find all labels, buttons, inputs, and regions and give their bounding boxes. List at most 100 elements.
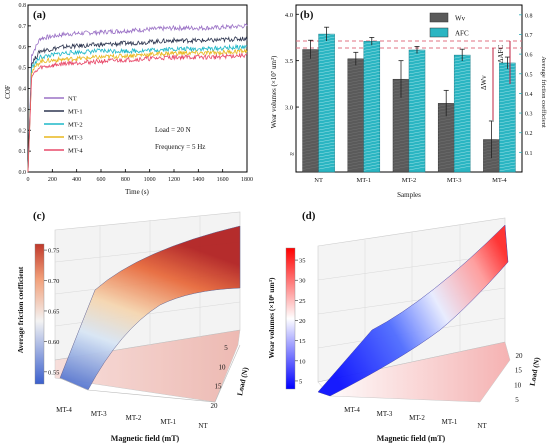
panel-d-ztick-label: 5 [299, 378, 302, 385]
panel-d-xtick-label: MT-3 [377, 410, 393, 418]
panel-a-ytick-label: 0.1 [19, 149, 27, 155]
panel-a-line-chart: (a) Time (s) COF 0 200 400 600 800 1000 1200 14… [4, 3, 253, 196]
panel-b-ylabel: Wear volumes (×10⁷ um³) [270, 55, 278, 128]
panel-c-ztick-label: 0.60 [48, 339, 59, 346]
panel-d-ztick-label: 25 [299, 298, 306, 305]
panel-d-ztick-label: 35 [299, 258, 306, 265]
panel-d-xtick-label: MT-1 [442, 418, 458, 426]
panel-a-series-mt-2 [27, 43, 248, 173]
panel-c-xtick-label: MT-2 [126, 414, 142, 422]
panel-d-xtick-label: MT-4 [344, 406, 360, 414]
panel-b-category-label: MT-3 [447, 177, 462, 184]
panel-a-ytick-label: 0.5 [19, 66, 27, 72]
panel-b-ytick-left-label: 4.0 [285, 12, 293, 19]
panel-d-xtick-label: MT-2 [409, 414, 425, 422]
panel-d-ytick-label: 10 [514, 381, 522, 389]
panel-d-ztick-label: 20 [299, 318, 306, 325]
panel-b-category-label: MT-4 [492, 177, 507, 184]
panel-d-ztick-label: 15 [299, 338, 306, 345]
panel-d-ytick-label: 5 [515, 396, 519, 404]
panel-b-ytick-left-label: 3.0 [285, 105, 293, 112]
panel-b-legend-label: Wv [455, 15, 466, 23]
panel-b-legend-swatch [429, 27, 449, 38]
panel-a-annotation-frequency: Frequency = 5 Hz [155, 143, 205, 151]
panel-c-surface-chart: (c) 0.55 0.60 0.65 0.70 0.75 MT-4 MT-3 MT-2 MT-1… [16, 210, 250, 443]
panel-d-surface [317, 224, 509, 397]
panel-c-ztick-label: 0.75 [48, 248, 59, 255]
panel-b-ytick-right-label: 0.1 [525, 151, 533, 157]
panel-b-ytick-right-label: 0.7 [525, 33, 533, 39]
panel-a-ytick-label: 0.3 [19, 107, 27, 113]
panel-a-ytick-label: 0.7 [19, 24, 27, 30]
panel-c-ytick-label: 20 [211, 402, 219, 410]
panel-a-ytick-label: 0.0 [19, 170, 27, 176]
panel-a-xtick-label: 1600 [217, 177, 229, 183]
panel-b-ytick-right-label: 0.8 [525, 13, 533, 19]
panel-a-xtick-label: 800 [121, 177, 130, 183]
panel-c-ylabel: Load (N) [235, 366, 250, 397]
panel-a-label: (a) [33, 9, 46, 21]
panel-a-xtick-label: 1400 [192, 177, 204, 183]
panel-d-surface-chart: (d) 5 10 15 20 25 30 35 MT-4 MT-3 MT-2 MT-1 NT 5 10 15… [267, 210, 542, 443]
panel-d-label: (d) [302, 210, 316, 222]
panel-d-ytick-label: 20 [516, 352, 524, 360]
panel-c-xtick-label: MT-4 [56, 406, 72, 414]
panel-c-ytick-label: 10 [219, 363, 227, 371]
panel-b-ytick-left-label: 3.5 [285, 58, 293, 65]
panel-a-xtick-label: 1200 [168, 177, 180, 183]
panel-a-xtick-label: 400 [72, 177, 81, 183]
panel-a-xtick-label: 200 [48, 177, 57, 183]
panel-d-xtick-label: NT [477, 422, 487, 430]
panel-c-ztick-label: 0.65 [48, 308, 59, 315]
panel-a-ytick-label: 0.2 [19, 128, 27, 134]
panel-c-xtick-label: NT [198, 422, 208, 430]
panel-c-floor [54, 329, 241, 403]
panel-d-ytick-label: 15 [515, 367, 523, 375]
panel-a-legend-label: MT-3 [68, 135, 83, 142]
panel-a-xtick-label: 1800 [241, 177, 253, 183]
panel-a-ytick-label: 0.4 [19, 87, 27, 93]
panel-a-series-mt-4 [27, 53, 248, 173]
panel-b-legend-label: AFC [455, 30, 469, 38]
panel-c-xlabel: Magnetic field (mT) [111, 434, 180, 443]
panel-b-axis-break: ≈ [290, 149, 295, 158]
panel-b-label: (b) [300, 9, 314, 21]
panel-a-ytick-label: 0.8 [19, 3, 27, 9]
panel-b-category-label: MT-1 [357, 177, 372, 184]
panel-b-delta-afc-label: ΔAFC [497, 45, 505, 63]
panel-c-ztick-label: 0.70 [48, 278, 59, 285]
panel-c-ytick-label: 5 [224, 344, 228, 352]
panel-c-ytick-label: 15 [215, 383, 223, 391]
panel-b-ytick-right-label: 0.2 [525, 131, 533, 137]
panel-b-ytick-right-label: 0.5 [525, 72, 533, 78]
panel-b-category-label: NT [314, 177, 323, 184]
panel-b-ytick-right-label: 0.3 [525, 112, 533, 118]
panel-d-xlabel: Magnetic field (mT) [377, 434, 446, 443]
panel-b-delta-wv-label: ΔWv [480, 75, 488, 90]
panel-d-zlabel: Wear volumes (×10⁶ um³) [267, 277, 276, 358]
panel-a-legend-label: MT-2 [68, 122, 83, 129]
panel-c-surface [59, 225, 241, 391]
panel-d-ztick-label: 10 [299, 358, 306, 365]
panel-c-xtick-label: MT-1 [160, 418, 176, 426]
panel-a-ytick-label: 0.6 [19, 45, 27, 51]
panel-b-y2label: Average friction coefficient [540, 56, 547, 128]
panel-a-frame [27, 4, 248, 173]
panel-a-series-mt-1 [27, 36, 248, 173]
panel-b-legend-swatch [429, 12, 449, 23]
panel-a-xlabel: Time (s) [125, 188, 149, 196]
panel-b-ytick-right-label: 0.4 [525, 92, 533, 98]
panel-a-xtick-label: 0 [27, 177, 30, 183]
panel-a-series-mt-3 [27, 48, 248, 173]
panel-a-xtick-label: 1000 [144, 177, 156, 183]
panel-c-zlabel: Average friction coefficient [16, 266, 25, 353]
panel-a-legend-label: MT-4 [68, 148, 83, 155]
panel-d-colorbar [285, 247, 296, 390]
panel-b-category-label: MT-2 [402, 177, 417, 184]
panel-b-xlabel: Samples [397, 191, 421, 199]
panel-d-ztick-label: 30 [299, 278, 306, 285]
panel-a-legend-label: MT-1 [68, 109, 83, 116]
panel-d-ylabel: Load (N) [528, 356, 542, 387]
panel-a-series-nt [27, 23, 248, 173]
